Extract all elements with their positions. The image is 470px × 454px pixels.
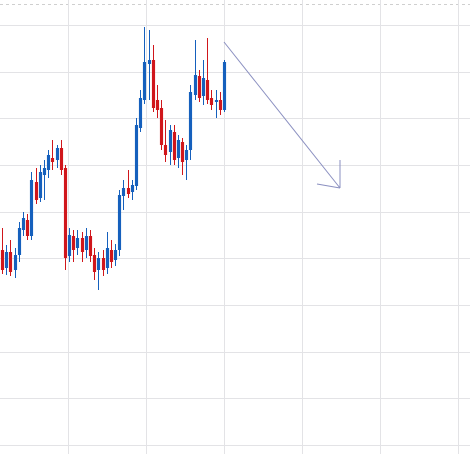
- candle-body: [126, 188, 131, 194]
- candle-body: [134, 125, 139, 186]
- candle-body: [205, 80, 210, 100]
- candle-body: [163, 145, 168, 155]
- candle-body: [50, 158, 55, 162]
- candle-body: [84, 236, 89, 250]
- candle-body: [180, 142, 185, 162]
- candle-body: [17, 228, 22, 255]
- candle-body: [101, 258, 106, 270]
- candle-body: [96, 258, 101, 270]
- candle-body: [21, 218, 26, 230]
- candle-body: [222, 62, 227, 110]
- candle-body: [147, 60, 152, 64]
- candle-body: [29, 180, 34, 236]
- candle-body: [8, 252, 13, 272]
- candle-body: [92, 255, 97, 272]
- candle-body: [88, 236, 93, 256]
- candle-body: [46, 155, 51, 170]
- candle-body: [63, 168, 68, 258]
- candle-body: [151, 60, 156, 108]
- candle-body: [218, 100, 223, 110]
- candle-body: [159, 108, 164, 145]
- candle-body: [55, 148, 60, 160]
- arrow-annotation: [223, 41, 341, 189]
- candles: [0, 27, 227, 290]
- candle-body: [184, 150, 189, 160]
- candle-body: [201, 78, 206, 96]
- candle-body: [42, 168, 47, 175]
- candle-body: [155, 100, 160, 110]
- candle-body: [34, 182, 39, 200]
- candle-body: [75, 238, 80, 248]
- arrow-barb: [316, 183, 341, 189]
- candle-body: [38, 172, 43, 198]
- candle-body: [80, 238, 85, 252]
- candle-body: [117, 195, 122, 250]
- candle-body: [59, 148, 64, 170]
- candle-body: [67, 235, 72, 256]
- candle-body: [25, 220, 30, 236]
- candle-body: [105, 248, 110, 268]
- candle-body: [197, 76, 202, 98]
- candle-body: [214, 100, 219, 102]
- candle-body: [130, 185, 135, 192]
- candle-body: [138, 98, 143, 128]
- candle-body: [168, 130, 173, 152]
- candle-body: [142, 62, 147, 100]
- candle-body: [13, 255, 18, 270]
- candle-body: [121, 188, 126, 196]
- candle-body: [176, 140, 181, 158]
- candle-body: [172, 132, 177, 160]
- candle-body: [109, 250, 114, 262]
- candle-body: [193, 75, 198, 95]
- arrow-shaft: [223, 41, 341, 189]
- candle-body: [209, 98, 214, 105]
- candle-body: [71, 236, 76, 250]
- candle-body: [4, 252, 9, 268]
- candle-body: [188, 92, 193, 150]
- candle-body: [113, 250, 118, 260]
- candle-body: [0, 250, 5, 270]
